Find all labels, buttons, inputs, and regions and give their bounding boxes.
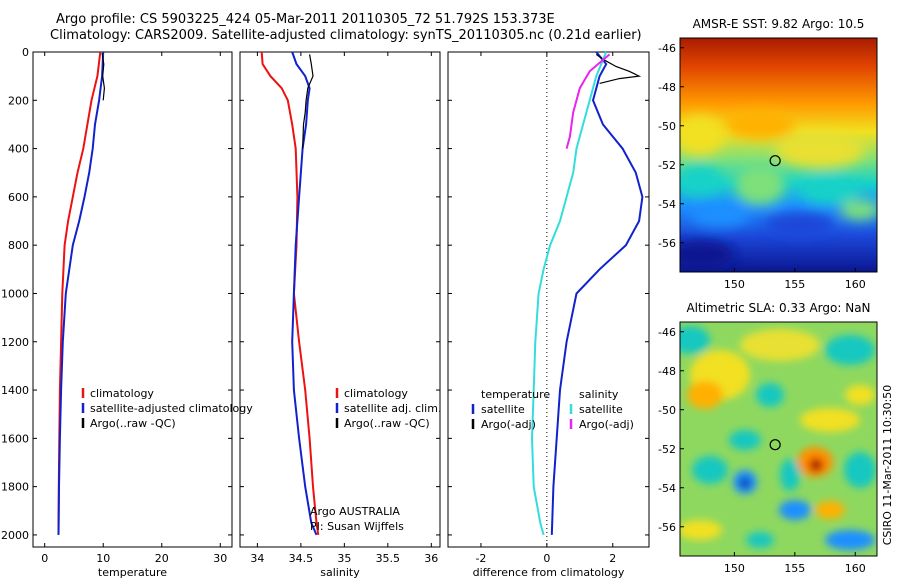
figure-title-line2: Climatology: CARS2009. Satellite-adjuste… [50, 28, 642, 43]
x-tick-label: 35.5 [376, 552, 401, 565]
legend-label: satellite-adjusted climatology [90, 402, 253, 415]
series-line-salinity-argo-adj- [565, 53, 611, 149]
legend-label: satellite [579, 403, 623, 416]
y-tick-label: 1200 [1, 336, 29, 349]
legend-label: satellite [481, 403, 525, 416]
series-line-argo-raw-qc- [302, 54, 314, 149]
map-x-tick-label: 160 [845, 562, 866, 575]
x-tick-label: 0 [543, 552, 550, 565]
x-tick-label: 0 [41, 552, 48, 565]
series-line-satellite-adjusted-climatology [57, 51, 105, 535]
map-y-tick-label: -48 [658, 81, 676, 94]
map-y-tick-label: -56 [658, 237, 676, 250]
map-y-tick-label: -52 [658, 159, 676, 172]
map-x-tick-label: 155 [784, 562, 805, 575]
argo-location-marker [769, 439, 781, 451]
map-y-tick-label: -56 [658, 521, 676, 534]
map-y-tick-label: -54 [658, 198, 676, 211]
x-axis-label: difference from climatology [473, 566, 625, 579]
y-tick-label: 200 [8, 94, 29, 107]
map-x-tick-label: 150 [724, 278, 745, 291]
panel-3-frame [447, 51, 650, 548]
map-y-tick-label: -52 [658, 443, 676, 456]
annotation-text: Argo AUSTRALIA [310, 505, 400, 518]
y-tick-label: 1600 [1, 432, 29, 445]
x-tick-label: 34 [250, 552, 264, 565]
series-line-satellite-adj-clim- [291, 51, 318, 536]
y-tick-label: 1400 [1, 384, 29, 397]
y-tick-label: 800 [8, 239, 29, 252]
legend-label: Argo(..raw -QC) [344, 417, 430, 430]
x-tick-label: 30 [213, 552, 227, 565]
legend-label: climatology [344, 387, 408, 400]
panel-1-frame [32, 51, 233, 548]
y-tick-label: 2000 [1, 529, 29, 542]
map-x-tick-label: 160 [845, 278, 866, 291]
x-tick-label: 35 [337, 552, 351, 565]
x-tick-label: 2 [609, 552, 616, 565]
legend-label: Argo(..raw -QC) [90, 417, 176, 430]
argo-location-marker [769, 155, 781, 167]
y-tick-label: 600 [8, 191, 29, 204]
x-tick-label: 10 [96, 552, 110, 565]
x-tick-label: -2 [475, 552, 486, 565]
map-y-tick-label: -48 [658, 365, 676, 378]
map-y-tick-label: -54 [658, 482, 676, 495]
series-line-climatology [260, 51, 320, 536]
sst-map-frame [679, 37, 878, 273]
map-y-tick-label: -50 [658, 120, 676, 133]
legend-label: climatology [90, 387, 154, 400]
series-line-salinity-satellite [530, 51, 608, 536]
sst-map [680, 38, 877, 272]
y-tick-label: 1800 [1, 481, 29, 494]
y-tick-label: 1000 [1, 287, 29, 300]
legend-label: Argo(-adj) [481, 418, 536, 431]
x-axis-label: salinity [320, 566, 360, 579]
map-x-tick-label: 155 [784, 278, 805, 291]
panel-2-frame [239, 51, 441, 548]
figure-title-line1: Argo profile: CS 5903225_424 05-Mar-2011… [56, 12, 555, 27]
legend-label: satellite adj. clim. [344, 402, 441, 415]
map-title: AMSR-E SST: 9.82 Argo: 10.5 [693, 17, 865, 31]
series-line-argo-raw-qc- [101, 53, 106, 101]
map-y-tick-label: -46 [658, 326, 676, 339]
legend-group-title: temperature [481, 388, 550, 401]
sla-map-frame [679, 321, 878, 557]
series-line-temperature-satellite [550, 51, 644, 535]
map-title: Altimetric SLA: 0.33 Argo: NaN [686, 301, 870, 315]
legend-label: Argo(-adj) [579, 418, 634, 431]
legend-group-title: salinity [579, 388, 619, 401]
x-tick-label: 34.5 [289, 552, 314, 565]
map-y-tick-label: -46 [658, 42, 676, 55]
x-axis-label: temperature [98, 566, 167, 579]
timestamp-label: CSIRO 11-Mar-2011 10:30:50 [881, 385, 894, 546]
map-x-tick-label: 150 [724, 562, 745, 575]
x-tick-label: 36 [424, 552, 438, 565]
y-tick-label: 400 [8, 143, 29, 156]
x-tick-label: 20 [155, 552, 169, 565]
sla-map [680, 322, 877, 556]
annotation-text: PI: Susan Wijffels [310, 520, 404, 533]
map-y-tick-label: -50 [658, 404, 676, 417]
y-tick-label: 0 [22, 46, 29, 59]
